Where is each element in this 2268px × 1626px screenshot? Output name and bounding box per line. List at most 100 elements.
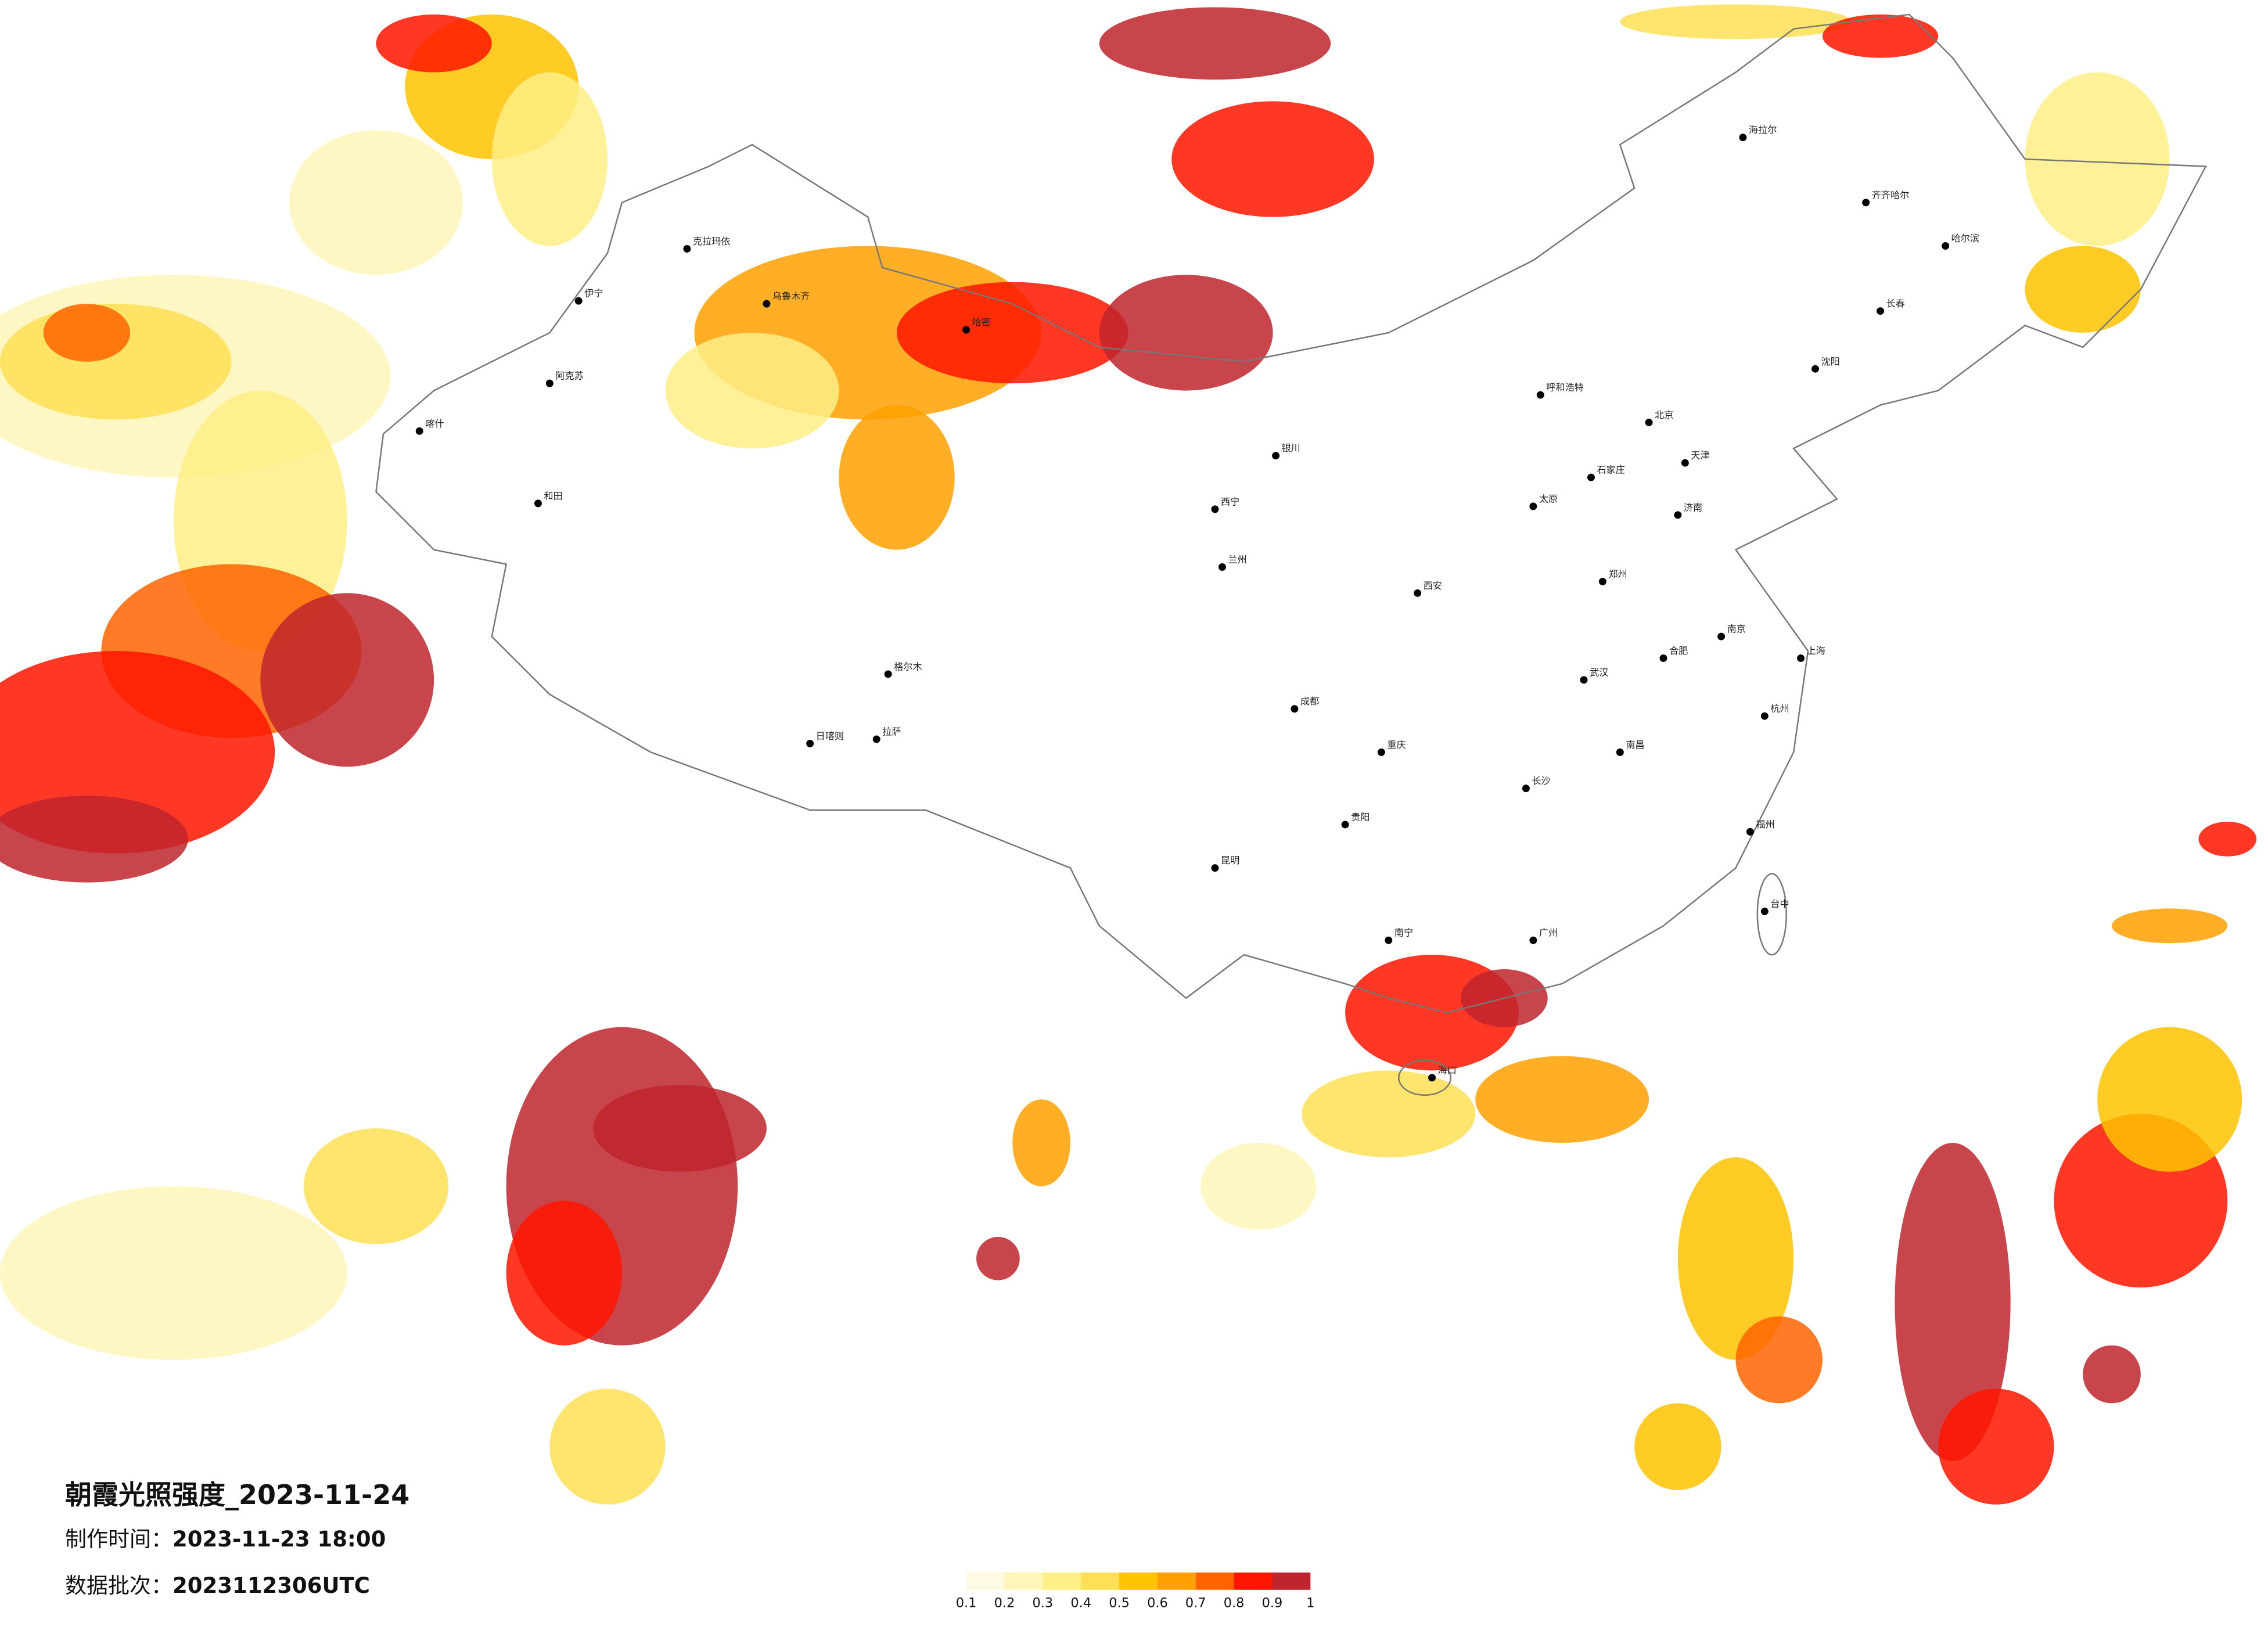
intensity-area	[549, 1388, 666, 1505]
city-label: 上海	[1807, 645, 1825, 656]
intensity-area	[2083, 1345, 2141, 1404]
city-dot	[1385, 936, 1393, 944]
intensity-area	[1099, 7, 1331, 80]
city-dot	[1428, 1074, 1436, 1082]
city-dot	[763, 300, 771, 308]
city-label: 呼和浩特	[1546, 382, 1584, 393]
city-label: 长春	[1886, 298, 1905, 309]
intensity-area	[376, 14, 492, 73]
city-dot	[1739, 134, 1747, 142]
intensity-area	[1895, 1142, 2011, 1462]
city-dot	[683, 244, 691, 253]
intensity-area	[976, 1236, 1020, 1280]
intensity-area	[1677, 1157, 1794, 1360]
legend-swatch	[1234, 1572, 1273, 1590]
legend-swatch	[1043, 1572, 1081, 1590]
legend-tick-label: 1	[1306, 1596, 1314, 1611]
intensity-area	[260, 593, 434, 767]
city-dot	[1529, 502, 1537, 510]
intensity-area	[1735, 1316, 1823, 1404]
city-dot	[884, 670, 892, 678]
city-label: 乌鲁木齐	[772, 291, 810, 302]
city-label: 拉萨	[882, 726, 901, 737]
city-dot	[1377, 748, 1385, 756]
legend-tick-label: 0.9	[1262, 1596, 1283, 1611]
city-dot	[1414, 589, 1422, 597]
intensity-area	[1099, 275, 1273, 391]
island-hainan	[1398, 1059, 1452, 1096]
city-label: 郑州	[1608, 569, 1627, 580]
city-dot	[1587, 473, 1595, 481]
city-label: 日喀则	[816, 731, 844, 742]
city-label: 西宁	[1221, 496, 1239, 507]
city-dot	[1760, 712, 1769, 720]
city-label: 银川	[1282, 443, 1300, 454]
intensity-area	[303, 1128, 449, 1244]
city-label: 沈阳	[1821, 356, 1839, 367]
intensity-area	[1201, 1142, 1317, 1230]
city-label: 克拉玛依	[693, 236, 731, 247]
legend-tick-label: 0.6	[1147, 1596, 1168, 1611]
city-dot	[1681, 459, 1689, 467]
intensity-area	[0, 796, 188, 883]
city-label: 齐齐哈尔	[1872, 189, 1910, 200]
city-label: 北京	[1655, 409, 1673, 420]
city-dot	[1211, 864, 1219, 872]
legend-tick-label: 0.1	[956, 1596, 977, 1611]
city-label: 喀什	[425, 418, 444, 429]
city-label: 昆明	[1221, 855, 1239, 866]
city-label: 南昌	[1626, 739, 1644, 750]
legend-swatch	[1081, 1572, 1120, 1590]
intensity-area	[2112, 908, 2228, 944]
legend-swatch	[966, 1572, 1005, 1590]
intensity-area	[1012, 1099, 1070, 1186]
intensity-area	[665, 332, 839, 449]
intensity-area	[289, 130, 463, 275]
city-dot	[1877, 307, 1885, 315]
city-dot	[806, 739, 814, 747]
title: 朝霞光照强度_2023-11-24	[65, 1479, 410, 1510]
city-label: 哈密	[972, 316, 991, 328]
city-dot	[415, 427, 423, 435]
legend-tick-label: 0.8	[1224, 1596, 1245, 1611]
city-dot	[1746, 828, 1754, 836]
city-dot	[1674, 511, 1682, 519]
intensity-area	[0, 1186, 347, 1360]
batch-label: 数据批次：	[65, 1573, 172, 1598]
city-dot	[1522, 785, 1530, 793]
city-label: 哈尔滨	[1951, 233, 1980, 244]
batch: 数据批次：2023112306UTC	[65, 1568, 370, 1599]
legend-swatch	[1004, 1572, 1043, 1590]
made-label: 制作时间：	[65, 1527, 172, 1552]
intensity-field	[0, 4, 2257, 1505]
city-dot	[574, 297, 583, 305]
city-label: 石家庄	[1597, 465, 1625, 476]
city-label: 伊宁	[584, 288, 603, 299]
city-label: 格尔木	[894, 661, 922, 672]
city-label: 和田	[544, 490, 562, 501]
legend-tick-label: 0.7	[1185, 1596, 1206, 1611]
city-dot	[534, 499, 542, 508]
city-label: 天津	[1691, 450, 1709, 461]
made-time: 制作时间：2023-11-23 18:00	[65, 1521, 386, 1553]
legend-swatch	[1272, 1572, 1311, 1590]
city-dot	[1811, 365, 1819, 373]
island-taiwan	[1756, 873, 1787, 956]
city-label: 西安	[1424, 580, 1442, 591]
city-dot	[545, 379, 553, 387]
city-dot	[1211, 505, 1219, 513]
city-label: 重庆	[1387, 739, 1406, 750]
legend-swatch	[1157, 1572, 1196, 1590]
city-dot	[1598, 577, 1606, 585]
city-label: 广州	[1539, 927, 1558, 938]
intensity-area	[1938, 1388, 2054, 1505]
legend-tick-label: 0.2	[994, 1596, 1015, 1611]
city-label: 福州	[1756, 819, 1774, 830]
city-label: 太原	[1539, 493, 1558, 504]
country-outline	[375, 13, 2207, 1014]
city-label: 武汉	[1590, 667, 1608, 678]
legend: 0.1 0.2 0.3 0.4 0.5 0.6 0.7 0.8 0.9 1	[956, 1572, 1314, 1611]
intensity-area	[1822, 14, 1939, 58]
intensity-area	[839, 405, 955, 550]
city-dot	[1659, 654, 1667, 662]
